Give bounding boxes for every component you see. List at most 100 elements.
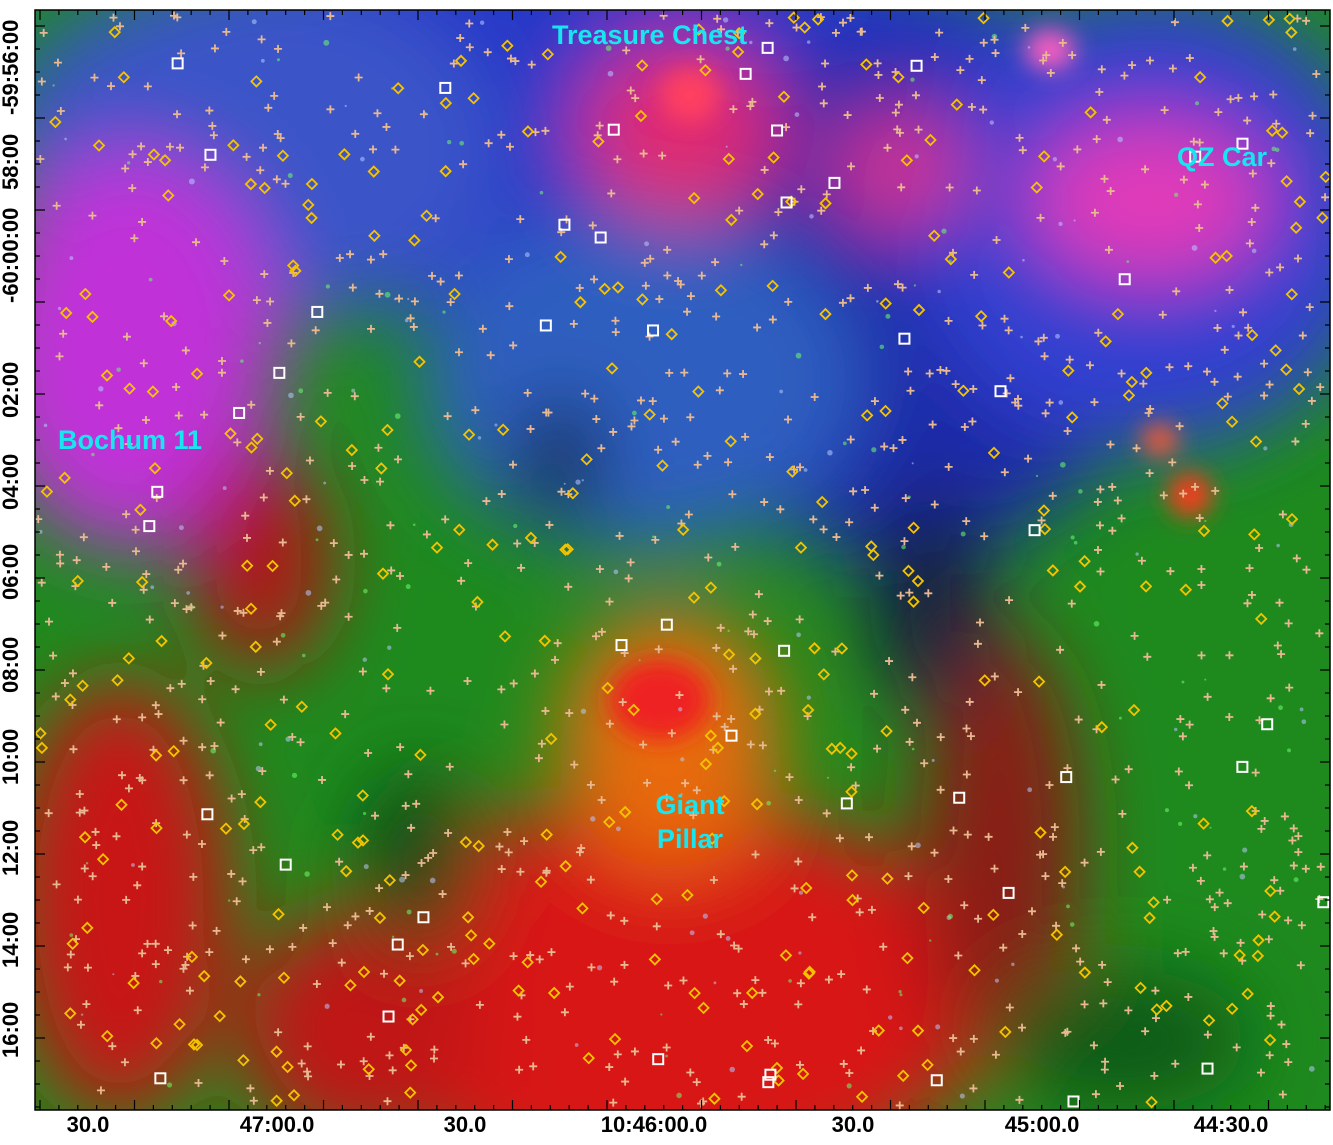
cross-marker <box>1096 847 1105 856</box>
star-point <box>676 1092 682 1099</box>
cross-marker <box>194 1078 203 1087</box>
cross-marker <box>928 420 937 429</box>
cross-marker <box>534 754 543 763</box>
diamond-marker <box>860 58 873 71</box>
cross-marker <box>1005 596 1014 605</box>
cross-marker <box>259 143 268 152</box>
diamond-marker <box>100 1029 114 1043</box>
cross-marker <box>379 250 388 259</box>
diamond-marker <box>472 839 485 853</box>
cross-marker <box>1163 895 1172 904</box>
cross-marker <box>609 1098 618 1107</box>
cross-marker <box>1097 65 1106 74</box>
cross-marker <box>835 834 844 843</box>
diamond-marker <box>483 937 496 950</box>
cross-marker <box>704 553 713 562</box>
square-marker <box>439 81 452 94</box>
diamond-marker <box>845 747 858 760</box>
star-point <box>166 1082 173 1088</box>
cross-marker <box>115 22 124 31</box>
diamond-marker <box>356 789 370 802</box>
diamond-marker <box>1125 375 1139 389</box>
cross-marker <box>645 332 654 341</box>
cross-marker <box>652 922 661 931</box>
cross-marker <box>465 19 474 28</box>
cross-marker <box>797 185 806 194</box>
star-point <box>539 190 544 195</box>
cross-marker <box>256 166 265 175</box>
cross-marker <box>537 739 546 748</box>
cross-marker <box>643 778 652 787</box>
cross-marker <box>1168 458 1177 467</box>
star-point <box>1308 1066 1315 1072</box>
cross-marker <box>385 1051 394 1060</box>
cross-marker <box>692 1078 701 1087</box>
diamond-marker <box>833 741 847 755</box>
star-point <box>1251 248 1257 254</box>
star-point <box>288 392 294 399</box>
diamond-marker <box>381 423 394 437</box>
cross-marker <box>227 794 236 803</box>
cross-marker <box>936 733 945 742</box>
diamond-marker <box>467 91 480 105</box>
star-point <box>459 140 465 146</box>
cross-marker <box>1260 359 1269 368</box>
diamond-marker <box>722 152 736 166</box>
cross-marker <box>1145 469 1154 478</box>
diamond-marker <box>699 757 713 771</box>
cross-marker <box>360 475 369 484</box>
diamond-marker <box>381 667 395 681</box>
cross-marker <box>655 295 664 304</box>
cross-marker <box>233 438 242 447</box>
cross-marker <box>428 271 437 280</box>
cross-marker <box>1015 133 1024 142</box>
cross-marker <box>139 585 148 594</box>
cross-marker <box>1171 1059 1180 1068</box>
cross-marker <box>920 759 929 768</box>
diamond-marker <box>1095 720 1109 734</box>
diamond-marker <box>608 1032 622 1046</box>
diamond-marker <box>796 1067 810 1081</box>
square-marker <box>778 644 791 657</box>
cross-marker <box>1058 38 1067 47</box>
cross-marker <box>1175 422 1184 431</box>
diamond-marker <box>224 427 237 440</box>
cross-marker <box>259 493 268 502</box>
cross-marker <box>375 884 384 893</box>
cross-marker <box>264 103 273 112</box>
star-point <box>615 826 621 832</box>
cross-marker <box>1316 862 1325 871</box>
star-point <box>935 1024 941 1030</box>
cross-marker <box>992 236 1001 245</box>
cross-marker <box>960 423 969 432</box>
cross-marker <box>794 857 803 866</box>
cross-marker <box>154 710 163 719</box>
cross-marker <box>1185 781 1194 790</box>
cross-marker <box>821 59 830 68</box>
diamond-marker <box>276 149 290 163</box>
cross-marker <box>855 908 864 917</box>
cross-marker <box>749 630 758 639</box>
star-point <box>796 632 801 638</box>
square-marker <box>1201 1062 1214 1075</box>
cross-marker <box>681 779 690 788</box>
diamond-marker <box>605 362 619 375</box>
cross-marker <box>37 578 46 587</box>
cross-marker <box>483 48 492 57</box>
cross-marker <box>1050 823 1059 832</box>
y-tick-label: -60:00:00 <box>0 207 23 303</box>
cross-marker <box>238 877 247 886</box>
cross-marker <box>1181 947 1190 956</box>
cross-marker <box>1245 564 1254 573</box>
cross-marker <box>895 1101 904 1110</box>
cross-marker <box>1170 18 1179 27</box>
cross-marker <box>990 864 999 873</box>
diamond-marker <box>592 135 605 148</box>
star-point <box>258 742 263 747</box>
cross-marker <box>189 872 198 881</box>
diamond-marker <box>331 828 344 842</box>
star-point <box>960 531 966 537</box>
cross-marker <box>497 490 506 499</box>
cross-marker <box>52 201 61 210</box>
square-marker <box>233 406 246 419</box>
